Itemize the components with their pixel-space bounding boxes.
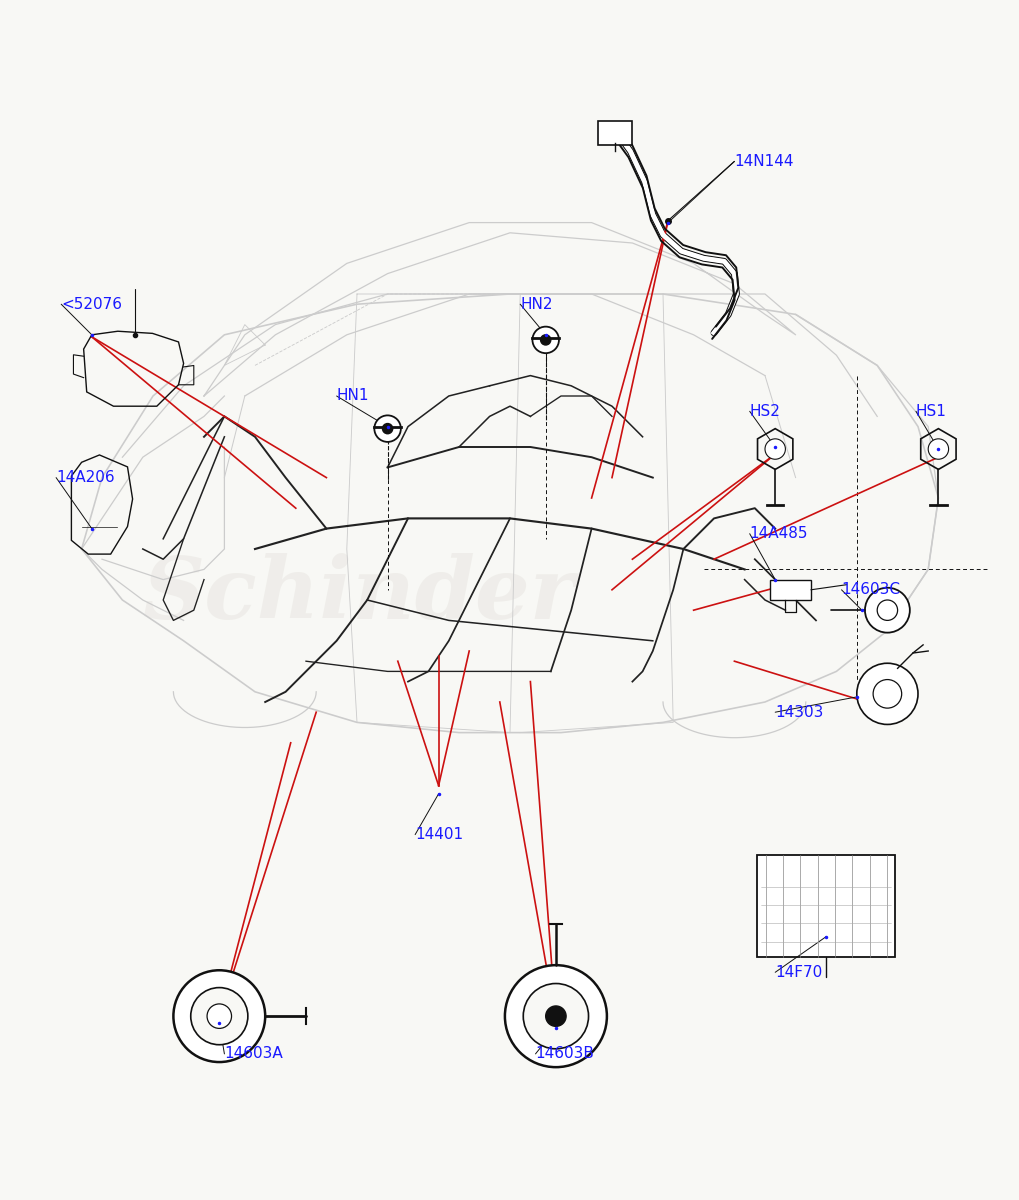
Text: Schinder: Schinder [143, 553, 576, 637]
FancyBboxPatch shape [769, 580, 810, 600]
Circle shape [856, 664, 917, 725]
Text: 14603B: 14603B [535, 1046, 594, 1061]
Circle shape [374, 415, 400, 442]
Circle shape [382, 424, 392, 433]
Circle shape [864, 588, 909, 632]
Circle shape [523, 984, 588, 1049]
Circle shape [876, 600, 897, 620]
Circle shape [504, 965, 606, 1067]
Text: 14F70: 14F70 [774, 965, 821, 979]
Text: 14A485: 14A485 [749, 526, 807, 541]
Circle shape [872, 679, 901, 708]
Circle shape [191, 988, 248, 1045]
Circle shape [764, 439, 785, 460]
Text: 14303: 14303 [774, 704, 822, 720]
Circle shape [927, 439, 948, 460]
Text: HS2: HS2 [749, 403, 780, 419]
Circle shape [173, 971, 265, 1062]
FancyBboxPatch shape [756, 854, 895, 958]
Text: HN1: HN1 [336, 389, 369, 403]
Text: 14401: 14401 [415, 827, 463, 842]
FancyBboxPatch shape [597, 120, 632, 145]
Text: 14A206: 14A206 [56, 470, 114, 485]
Circle shape [207, 1004, 231, 1028]
Circle shape [532, 326, 558, 353]
Circle shape [545, 1006, 566, 1026]
Text: HS1: HS1 [915, 403, 946, 419]
Text: <52076: <52076 [61, 296, 122, 312]
Text: 14N144: 14N144 [734, 154, 793, 169]
Text: HN2: HN2 [520, 296, 552, 312]
Text: 14603A: 14603A [224, 1046, 283, 1061]
Text: 14603C: 14603C [841, 582, 900, 598]
Circle shape [540, 335, 550, 346]
